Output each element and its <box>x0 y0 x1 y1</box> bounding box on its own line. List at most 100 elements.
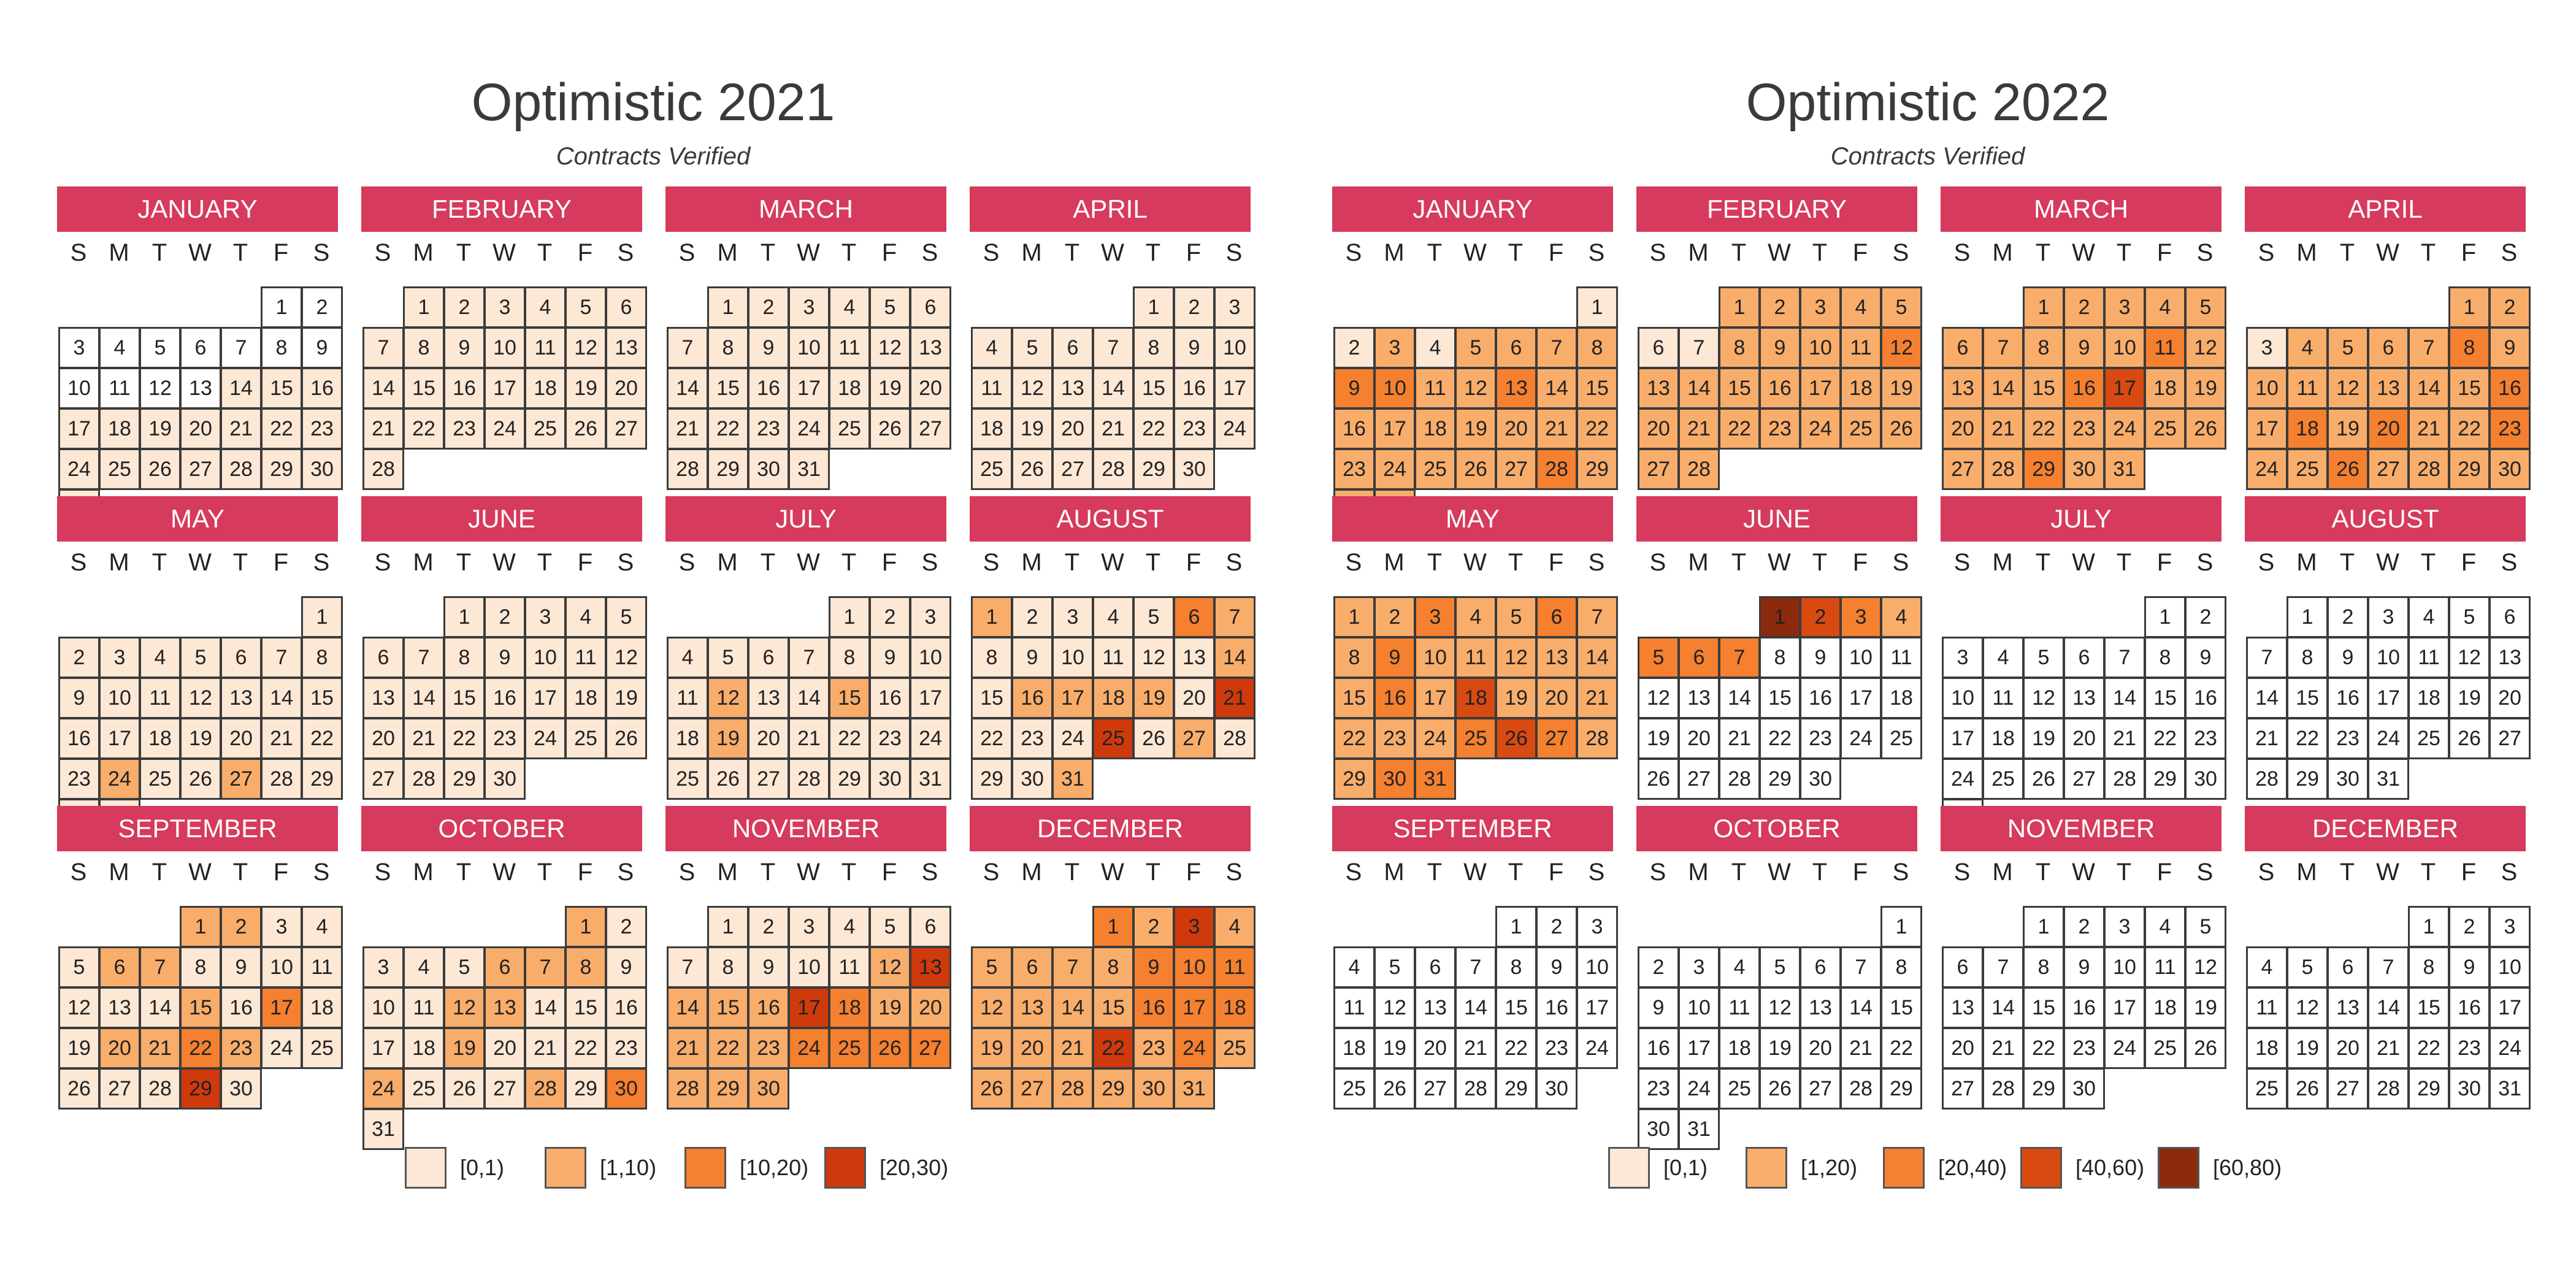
day-cell: 26 <box>1880 408 1922 450</box>
weekday-label: M <box>717 549 738 576</box>
weekday-label: T <box>151 549 167 576</box>
weekday-label: S <box>313 549 330 576</box>
day-cell: 2 <box>443 286 485 328</box>
weekday-label: T <box>232 549 248 576</box>
day-cell: 1 <box>1092 906 1134 948</box>
day-cell: 27 <box>484 1068 526 1110</box>
day-cell: 29 <box>2408 1068 2450 1110</box>
day-cell: 30 <box>1173 448 1215 490</box>
day-cell: 17 <box>788 367 830 409</box>
month-header-february-2021: FEBRUARY <box>361 186 642 232</box>
weekday-label: S <box>70 239 87 266</box>
day-cell: 31 <box>1678 1108 1720 1150</box>
day-cell: 17 <box>1052 677 1094 719</box>
day-cell: 9 <box>605 946 647 988</box>
weekday-label: T <box>2420 549 2436 576</box>
day-cell: 16 <box>1759 367 1801 409</box>
day-cell: 21 <box>1719 718 1760 759</box>
day-cell: 5 <box>1374 946 1416 988</box>
day-cell: 25 <box>1333 1068 1375 1110</box>
day-cell: 11 <box>1333 987 1375 1029</box>
day-cell: 10 <box>362 987 404 1029</box>
day-cell: 3 <box>910 596 951 638</box>
day-cell: 15 <box>707 987 749 1029</box>
day-cell: 11 <box>1414 367 1456 409</box>
day-cell: 29 <box>443 758 485 800</box>
day-cell: 15 <box>1133 367 1175 409</box>
month-header-august-2021: AUGUST <box>970 496 1251 542</box>
day-cell: 2 <box>484 596 526 638</box>
day-cell: 31 <box>1414 758 1456 800</box>
day-cell: 21 <box>667 408 708 450</box>
day-cell: 18 <box>1414 408 1456 450</box>
weekday-label: W <box>1768 549 1791 576</box>
day-cell: 16 <box>2489 367 2531 409</box>
weekday-label: S <box>2258 549 2275 576</box>
day-cell: 29 <box>1759 758 1801 800</box>
day-cell: 2 <box>1800 596 1841 638</box>
weekday-label: M <box>413 859 434 886</box>
day-cell: 25 <box>1982 758 2024 800</box>
day-cell: 13 <box>2489 637 2531 678</box>
legend-label: [20,30) <box>880 1155 949 1180</box>
day-cell: 2 <box>1011 596 1053 638</box>
day-cell: 16 <box>1800 677 1841 719</box>
day-cell: 18 <box>829 367 870 409</box>
day-cell: 7 <box>1536 327 1577 369</box>
day-cell: 13 <box>2367 367 2409 409</box>
day-cell: 16 <box>2063 367 2105 409</box>
day-cell: 13 <box>1011 987 1053 1029</box>
day-cell: 26 <box>180 758 221 800</box>
day-cell: 25 <box>1840 408 1882 450</box>
day-cell: 25 <box>524 408 566 450</box>
day-cell: 24 <box>524 718 566 759</box>
weekday-label: F <box>881 859 897 886</box>
day-cell: 13 <box>1052 367 1094 409</box>
weekday-label: T <box>1145 239 1161 266</box>
day-cell: 2 <box>2448 906 2490 948</box>
day-cell: 18 <box>139 718 181 759</box>
day-cell: 14 <box>1052 987 1094 1029</box>
weekday-label: T <box>1064 239 1080 266</box>
day-cell: 15 <box>1092 987 1134 1029</box>
day-cell: 9 <box>1374 637 1416 678</box>
day-cell: 9 <box>2063 946 2105 988</box>
day-cell: 15 <box>2023 367 2064 409</box>
weekday-label: S <box>1649 549 1666 576</box>
day-cell: 7 <box>524 946 566 988</box>
day-cell: 20 <box>1011 1027 1053 1069</box>
day-cell: 15 <box>443 677 485 719</box>
weekday-label: T <box>232 239 248 266</box>
weekday-label: T <box>760 549 776 576</box>
day-cell: 20 <box>362 718 404 759</box>
month-header-march-2022: MARCH <box>1941 186 2221 232</box>
day-cell: 19 <box>707 718 749 759</box>
day-cell: 11 <box>2287 367 2328 409</box>
day-cell: 28 <box>667 448 708 490</box>
legend-label: [10,20) <box>740 1155 809 1180</box>
day-cell: 1 <box>1133 286 1175 328</box>
day-cell: 21 <box>524 1027 566 1069</box>
day-cell: 7 <box>1052 946 1094 988</box>
day-cell: 19 <box>2023 718 2064 759</box>
month-header-march-2021: MARCH <box>665 186 946 232</box>
day-cell: 10 <box>1374 367 1416 409</box>
chart-title-2022: Optimistic 2022 <box>1746 73 2110 132</box>
day-cell: 12 <box>1455 367 1497 409</box>
day-cell: 19 <box>2287 1027 2328 1069</box>
day-cell: 9 <box>1133 946 1175 988</box>
day-cell: 7 <box>1214 596 1255 638</box>
day-cell: 24 <box>2489 1027 2531 1069</box>
day-cell: 28 <box>788 758 830 800</box>
day-cell: 4 <box>99 327 140 369</box>
day-cell: 2 <box>1536 906 1577 948</box>
day-cell: 6 <box>362 637 404 678</box>
day-cell: 15 <box>261 367 302 409</box>
day-cell: 20 <box>99 1027 140 1069</box>
weekday-label: W <box>797 859 820 886</box>
weekday-label: F <box>1186 549 1202 576</box>
weekday-label: T <box>232 859 248 886</box>
day-cell: 24 <box>58 448 100 490</box>
day-cell: 26 <box>1011 448 1053 490</box>
day-cell: 17 <box>2104 987 2145 1029</box>
